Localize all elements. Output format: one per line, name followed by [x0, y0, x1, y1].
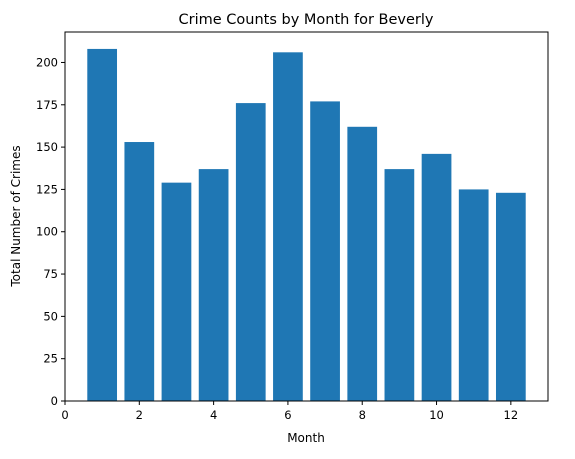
bar-month-9 [384, 169, 415, 401]
y-axis-label: Total Number of Crimes [9, 145, 23, 287]
y-tick-label: 75 [43, 267, 58, 281]
bar-month-8 [347, 126, 378, 401]
x-tick-label: 0 [61, 408, 68, 422]
x-tick-label: 4 [210, 408, 217, 422]
bar-month-5 [235, 103, 266, 402]
bar-month-2 [124, 142, 155, 401]
x-axis-label: Month [287, 431, 325, 445]
plot-frame [64, 31, 549, 402]
bar-month-12 [495, 192, 526, 401]
x-tick-label: 10 [429, 408, 444, 422]
bar-month-4 [198, 169, 229, 401]
x-tick-label: 6 [284, 408, 291, 422]
bars-group [87, 48, 526, 402]
bar-month-6 [273, 52, 303, 402]
y-axis: 0 25 50 75 100 125 150 175 200 [36, 55, 65, 408]
bar-month-11 [458, 189, 489, 401]
y-tick-label: 25 [43, 352, 58, 366]
chart-title: Crime Counts by Month for Beverly [179, 12, 434, 28]
y-tick-label: 100 [36, 225, 58, 239]
bar-month-7 [310, 101, 340, 402]
bar-month-1 [87, 48, 118, 401]
y-tick-label: 0 [51, 394, 58, 408]
y-tick-label: 175 [36, 98, 58, 112]
bar-month-3 [161, 182, 192, 401]
y-tick-label: 200 [36, 55, 58, 69]
y-tick-label: 150 [36, 140, 58, 154]
y-tick-label: 50 [43, 309, 58, 323]
y-tick-label: 125 [36, 182, 58, 196]
x-axis: 0 2 4 6 8 10 12 [61, 401, 518, 422]
x-tick-label: 8 [359, 408, 366, 422]
bar-month-10 [421, 153, 452, 401]
x-tick-label: 12 [504, 408, 519, 422]
x-tick-label: 2 [136, 408, 143, 422]
